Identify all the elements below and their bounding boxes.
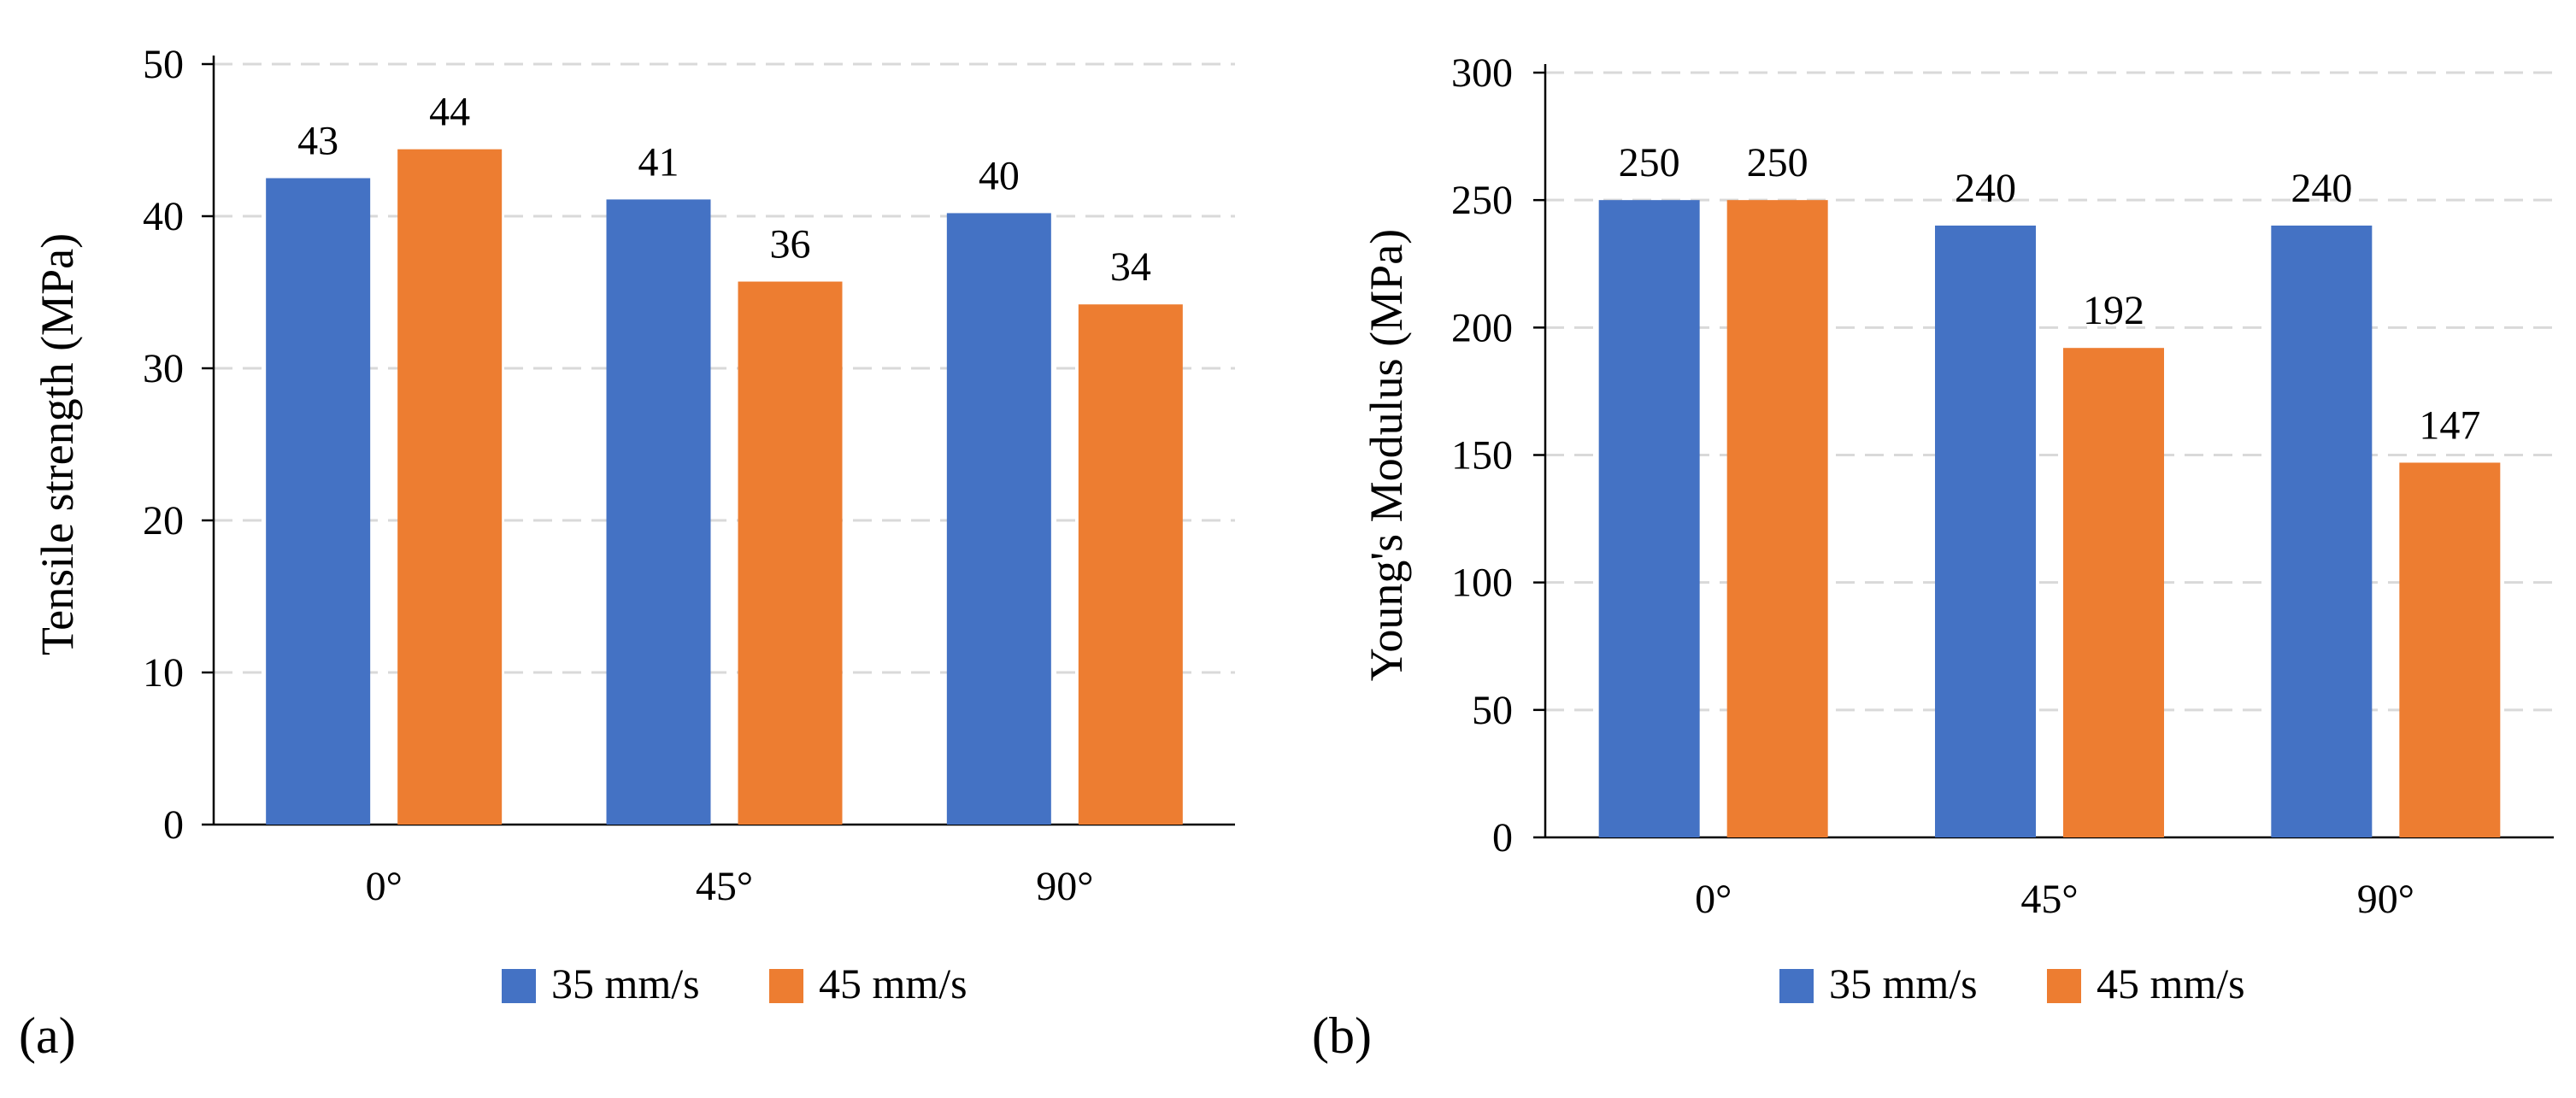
bar-series-2 (2063, 348, 2164, 837)
chart-panel-a: 0 10 20 30 40 50 43 44 0° 41 36 45° 40 34 90° Tensile s… (19, 42, 1235, 1064)
y-tick-label: 150 (1451, 433, 1513, 479)
data-label: 192 (2083, 288, 2144, 333)
bar-series-2 (397, 149, 503, 825)
bar-series-1 (606, 199, 711, 825)
x-tick-label: 45° (2020, 877, 2078, 922)
y-tick-label: 10 (143, 650, 184, 696)
y-tick-label: 250 (1451, 178, 1513, 223)
bar-series-1 (2271, 226, 2373, 837)
legend-swatch-series-1 (502, 969, 536, 1003)
x-tick-label: 0° (366, 864, 403, 909)
data-label: 40 (979, 153, 1020, 198)
x-tick-label: 90° (2357, 877, 2414, 922)
bar-series-1 (1935, 226, 2036, 837)
data-label: 250 (1747, 140, 1808, 185)
data-label: 43 (297, 119, 338, 164)
data-label: 44 (429, 90, 470, 135)
y-tick-label: 0 (1492, 815, 1513, 860)
data-label: 250 (1619, 140, 1680, 185)
x-tick-label: 90° (1036, 864, 1093, 909)
legend-label: 45 mm/s (819, 960, 967, 1007)
bar-series-2 (738, 281, 843, 825)
x-tick-label: 45° (696, 864, 753, 909)
data-label: 240 (2291, 166, 2352, 211)
x-tick-label: 0° (1695, 877, 1732, 922)
y-tick-label: 50 (143, 42, 184, 87)
y-axis-title: Young's Modulus (MPa) (1361, 229, 1412, 681)
y-tick-label: 20 (143, 498, 184, 543)
data-label: 34 (1110, 244, 1151, 290)
legend-swatch-series-2 (769, 969, 803, 1003)
data-label: 147 (2419, 402, 2480, 448)
bar-series-2 (1726, 200, 1828, 837)
y-axis-title: Tensile strength (MPa) (32, 233, 83, 655)
y-tick-label: 30 (143, 346, 184, 391)
legend-label: 35 mm/s (1829, 960, 1978, 1007)
data-label: 41 (638, 139, 679, 185)
chart-panel-b: 0 50 100 150 200 250 300 250 250 0° 240 192 45° 240 14… (1312, 50, 2554, 1064)
bar-series-2 (2399, 462, 2501, 837)
y-tick-label: 0 (163, 802, 184, 848)
y-tick-label: 40 (143, 194, 184, 239)
y-tick-label: 50 (1472, 688, 1513, 733)
legend-swatch-series-2 (2047, 969, 2081, 1003)
y-tick-label: 100 (1451, 561, 1513, 606)
bar-series-1 (946, 213, 1051, 825)
data-label: 36 (770, 222, 811, 267)
panel-label: (a) (19, 1007, 76, 1064)
data-label: 240 (1955, 166, 2016, 211)
legend-swatch-series-1 (1779, 969, 1814, 1003)
legend-label: 35 mm/s (551, 960, 700, 1007)
legend-label: 45 mm/s (2097, 960, 2245, 1007)
bar-series-1 (266, 178, 371, 825)
y-tick-label: 200 (1451, 305, 1513, 350)
bar-series-1 (1598, 200, 1700, 837)
bar-series-2 (1078, 304, 1183, 825)
y-tick-label: 300 (1451, 50, 1513, 96)
panel-label: (b) (1312, 1007, 1372, 1064)
